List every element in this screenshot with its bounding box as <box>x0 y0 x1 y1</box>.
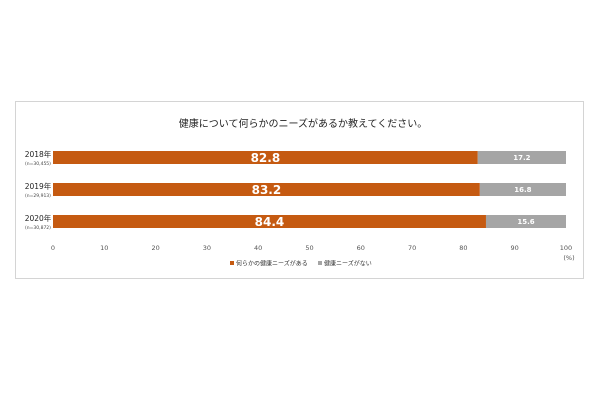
stacked-bar-chart: 健康について何らかのニーズがあるか教えてください。 2018年 (n=30,455… <box>25 117 575 268</box>
x-tick-label: 70 <box>408 244 416 252</box>
x-axis-ticks: 0 10 20 30 40 50 60 70 80 90 100 <box>51 244 572 252</box>
category-label: 2019年 <box>25 181 52 191</box>
x-tick-label: 100 <box>560 244 572 252</box>
bar-segment-has-needs <box>53 151 478 164</box>
legend: 何らかの健康ニーズがある 健康ニーズがない <box>230 260 372 268</box>
data-label: 82.8 <box>251 151 281 165</box>
category-sample-size: (n=30,872) <box>25 225 51 231</box>
bars: 82.8 17.2 83.2 16.8 84.4 15.6 <box>53 151 566 229</box>
category-sample-size: (n=29,913) <box>25 193 51 199</box>
legend-swatch-no-needs <box>318 261 322 265</box>
bar-segment-no-needs <box>479 183 566 196</box>
chart-frame: 健康について何らかのニーズがあるか教えてください。 2018年 (n=30,455… <box>15 101 584 279</box>
data-label: 83.2 <box>252 183 282 197</box>
data-label: 15.6 <box>517 218 534 226</box>
category-label: 2020年 <box>25 213 52 223</box>
legend-label: 健康ニーズがない <box>324 260 372 268</box>
x-tick-label: 60 <box>357 244 365 252</box>
data-label: 16.8 <box>514 186 531 194</box>
x-tick-label: 30 <box>203 244 211 252</box>
bar-segment-no-needs <box>485 215 566 228</box>
data-label: 84.4 <box>255 215 285 229</box>
category-label: 2018年 <box>25 149 52 159</box>
x-tick-label: 40 <box>254 244 262 252</box>
x-tick-label: 20 <box>151 244 159 252</box>
bar-segment-has-needs <box>53 183 480 196</box>
legend-label: 何らかの健康ニーズがある <box>236 260 308 268</box>
category-sample-size: (n=30,455) <box>25 161 51 167</box>
x-axis-unit: (%) <box>563 254 574 262</box>
category-labels: 2018年 (n=30,455) 2019年 (n=29,913) 2020年 (n=30… <box>25 149 52 231</box>
x-tick-label: 90 <box>511 244 519 252</box>
bar-segment-no-needs <box>477 151 566 164</box>
x-tick-label: 80 <box>459 244 467 252</box>
data-label: 17.2 <box>513 154 530 162</box>
x-tick-label: 0 <box>51 244 55 252</box>
bar-segment-has-needs <box>53 215 486 228</box>
x-tick-label: 50 <box>305 244 313 252</box>
x-tick-label: 10 <box>100 244 108 252</box>
chart-title: 健康について何らかのニーズがあるか教えてください。 <box>179 117 427 130</box>
legend-swatch-has-needs <box>230 261 234 265</box>
